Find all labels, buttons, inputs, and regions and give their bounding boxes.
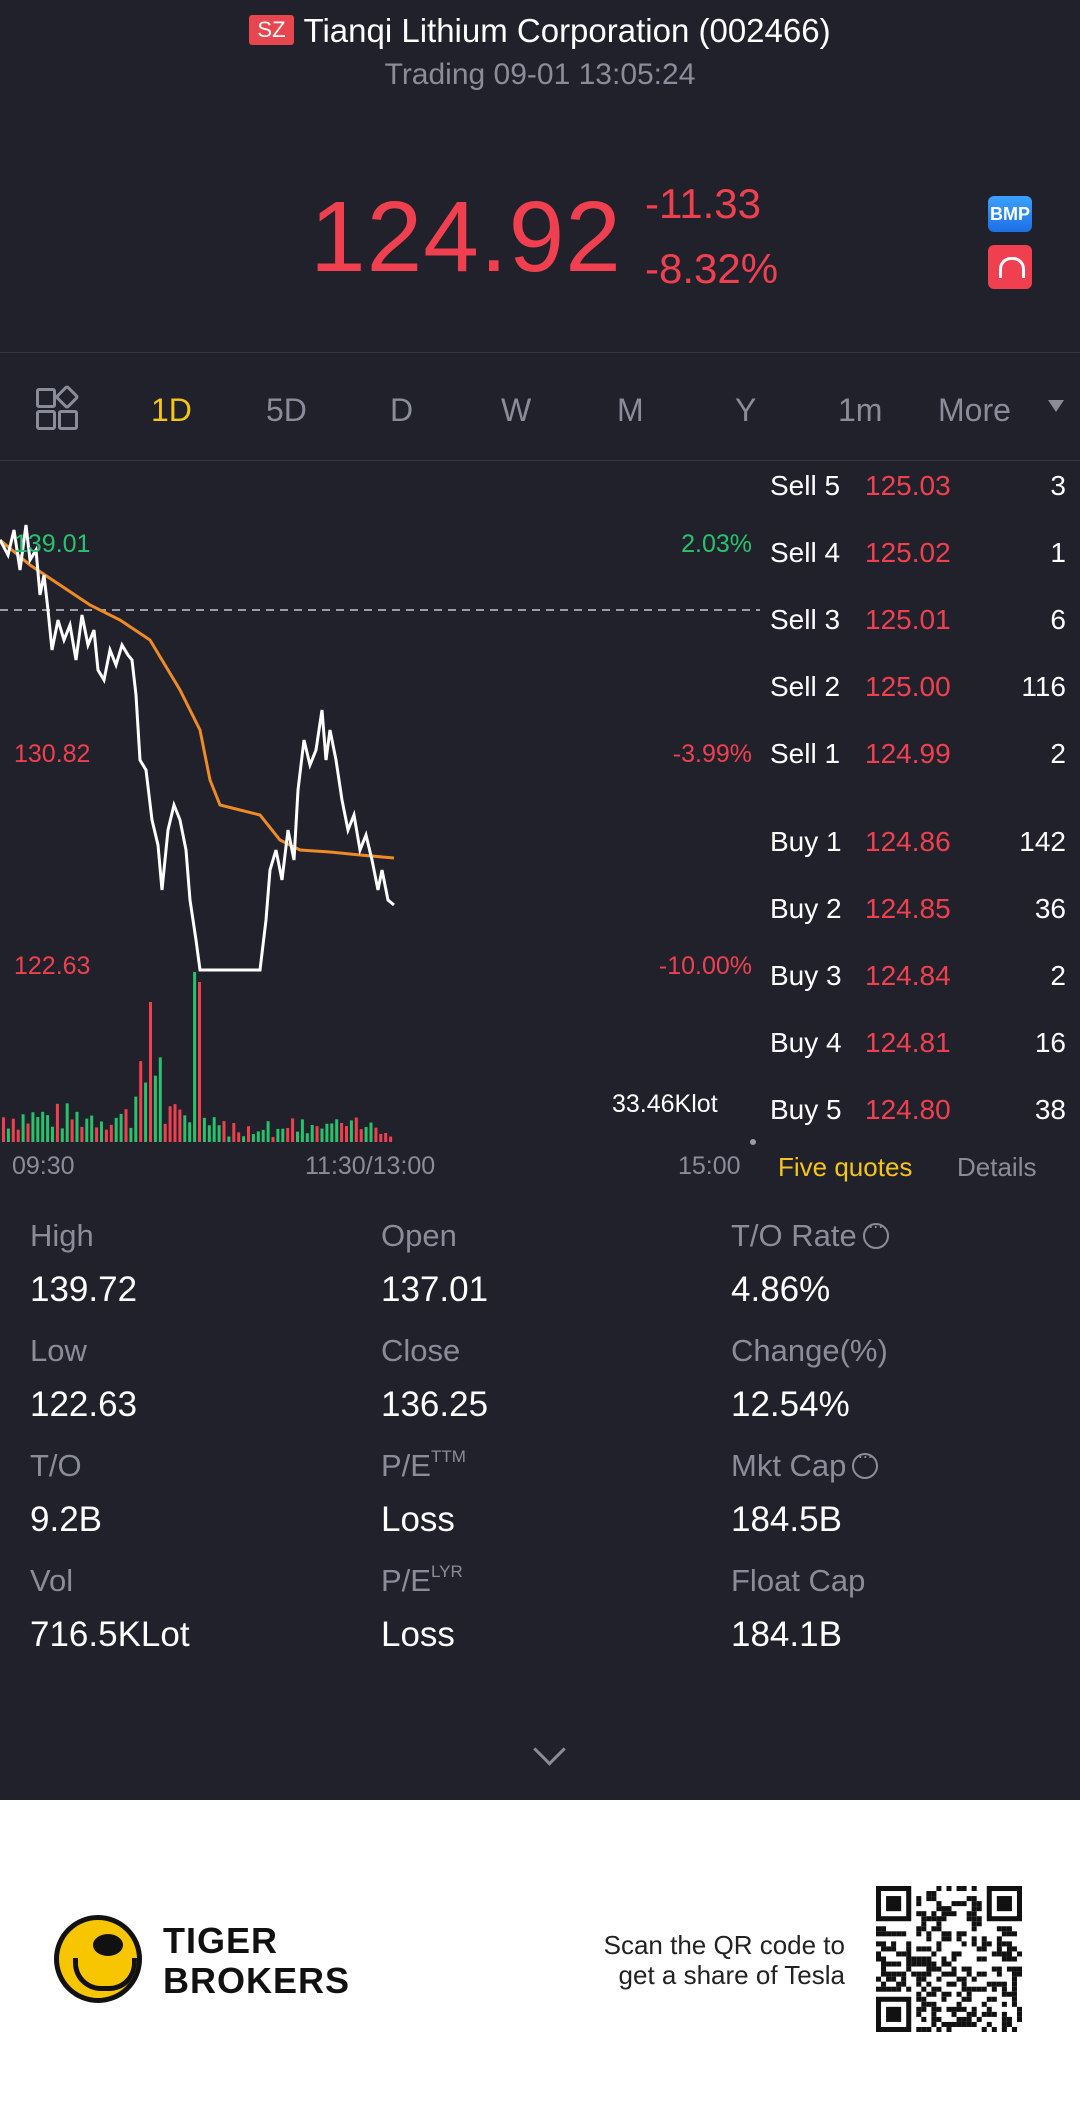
stat-high: 139.72	[30, 1270, 138, 1309]
stat-label: Low	[30, 1333, 87, 1368]
pct-axis-low: -10.00%	[658, 952, 752, 980]
tab-more[interactable]: More	[938, 392, 1011, 428]
stat-change: 12.54%	[731, 1385, 850, 1424]
stat-vol: 716.5KLot	[30, 1615, 190, 1654]
stat-pe-lyr: Loss	[381, 1615, 455, 1654]
order-row: Sell 4 125.02 1	[770, 537, 1066, 568]
promo-text: get a share of Tesla	[618, 1960, 845, 1990]
tab-y[interactable]: Y	[735, 392, 757, 428]
bmp-icon[interactable]: BMP	[988, 196, 1032, 232]
tab-five-quotes[interactable]: Five quotes	[778, 1152, 913, 1182]
stat-pe-ttm: Loss	[381, 1500, 455, 1539]
volume-bars	[2, 972, 393, 1142]
price-axis-mid: 130.82	[14, 740, 91, 768]
divider	[0, 352, 1080, 353]
stock-name: Tianqi Lithium Corporation (002466)	[303, 12, 831, 49]
stat-float-cap: 184.1B	[731, 1615, 842, 1654]
brand-name: BROKERS	[163, 1960, 351, 2001]
more-info-icon[interactable]	[852, 1446, 879, 1479]
stat-close: 136.25	[381, 1385, 489, 1424]
volume-readout: 33.46Klot	[612, 1090, 718, 1118]
tab-1m[interactable]: 1m	[838, 392, 883, 428]
order-row: Buy 4 124.81 16	[770, 1027, 1066, 1058]
price-line	[0, 524, 395, 972]
stat-label: P/ETTM	[381, 1447, 466, 1483]
promo-text: Scan the QR code to	[603, 1930, 845, 1960]
price-axis-high: 139.01	[14, 530, 91, 558]
stat-mkt-cap: 184.5B	[731, 1500, 842, 1539]
order-row: Sell 1 124.99 2	[770, 738, 1066, 769]
stat-label: T/O	[30, 1448, 82, 1483]
intraday-chart-svg	[0, 524, 760, 1145]
share-footer: TIGER BROKERS Scan the QR code to get a …	[0, 1800, 1080, 2116]
stat-label: Mkt Cap	[731, 1446, 879, 1484]
stat-label: Close	[381, 1333, 461, 1368]
chevron-down-icon[interactable]	[533, 1733, 566, 1766]
time-axis-mid: 11:30/13:00	[305, 1152, 436, 1180]
stat-open: 137.01	[381, 1270, 489, 1309]
tab-w[interactable]: W	[501, 392, 532, 428]
time-axis-end: 15:00	[678, 1152, 741, 1180]
tab-5d[interactable]: 5D	[266, 392, 307, 428]
pct-axis-mid: -3.99%	[672, 740, 752, 768]
chart-period-tabs: 1D 5D D W M Y 1m More	[0, 370, 1080, 460]
order-row: Buy 3 124.84 2	[770, 960, 1066, 991]
layout-grid-icon[interactable]	[36, 384, 80, 430]
brand-name: TIGER	[163, 1920, 279, 1961]
chart-end-dot	[750, 1139, 756, 1145]
time-axis-start: 09:30	[12, 1152, 75, 1180]
price-axis-low: 122.63	[14, 952, 91, 980]
price-change-percent: -8.32%	[645, 245, 779, 292]
stat-label: High	[30, 1218, 94, 1253]
trading-status: Trading 09-01 13:05:24	[384, 58, 696, 91]
order-row: Sell 2 125.00 116	[770, 671, 1066, 702]
exchange-badge: SZ	[249, 15, 294, 45]
stat-label: Float Cap	[731, 1563, 866, 1598]
stat-label: T/O Rate	[731, 1216, 889, 1254]
price-change: -11.33	[645, 180, 761, 227]
average-price-line	[0, 538, 395, 860]
stat-label: P/ELYR	[381, 1562, 463, 1598]
intraday-chart[interactable]: 139.01 130.82 122.63 2.03% -3.99% -10.00…	[0, 470, 760, 1180]
chevron-down-icon[interactable]	[1048, 400, 1064, 412]
tab-1d[interactable]: 1D	[151, 392, 192, 428]
order-row: Buy 2 124.85 36	[770, 893, 1066, 924]
stat-label: Open	[381, 1218, 457, 1253]
last-price: 124.92	[310, 181, 622, 293]
qr-code-icon	[876, 1886, 1022, 2032]
order-row: Buy 5 124.80 38	[770, 1094, 1066, 1125]
stat-to: 9.2B	[30, 1500, 102, 1539]
stat-to-rate: 4.86%	[731, 1270, 831, 1309]
stat-label: Change(%)	[731, 1333, 888, 1368]
stat-label: Vol	[30, 1563, 74, 1598]
order-row: Sell 5 125.03 3	[770, 470, 1066, 501]
stock-title: SZ Tianqi Lithium Corporation (002466)	[0, 12, 1080, 50]
alert-icon[interactable]	[988, 245, 1032, 289]
order-row: Buy 1 124.86 142	[770, 826, 1066, 857]
tiger-logo-icon	[54, 1915, 142, 2003]
stat-low: 122.63	[30, 1385, 138, 1424]
divider	[0, 460, 1080, 461]
pct-axis-high: 2.03%	[681, 530, 752, 558]
more-info-icon[interactable]	[862, 1216, 889, 1249]
tab-d[interactable]: D	[390, 392, 414, 428]
order-row: Sell 3 125.01 6	[770, 604, 1066, 635]
tab-m[interactable]: M	[617, 392, 644, 428]
tab-details[interactable]: Details	[957, 1152, 1037, 1182]
